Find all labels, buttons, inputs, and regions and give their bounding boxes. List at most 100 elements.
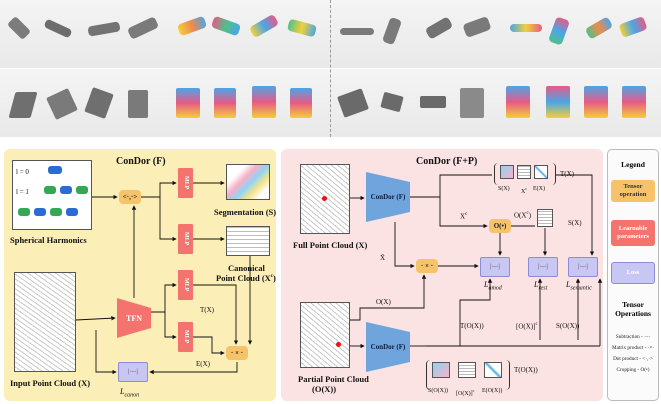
loss-rest-box: |·–·|	[528, 257, 558, 277]
bottom-oc-label: [O(X)]c	[456, 388, 474, 397]
embed-thumb-top	[534, 165, 548, 179]
legend-loss: Loss	[611, 262, 655, 284]
ox-c-sup: c	[535, 322, 538, 327]
loss-canon-letter: L	[120, 387, 125, 396]
chair-thumb	[128, 90, 148, 118]
chair-thumb	[460, 88, 484, 118]
xc-sup: c	[465, 212, 468, 217]
condor-fp-title: ConDor (F+P)	[416, 156, 478, 167]
inner-product-op: <·,·>	[119, 190, 141, 204]
bottom-outputs-group	[426, 360, 510, 390]
loss-canon-sub: canon	[124, 392, 140, 399]
s-x-label: S(X)	[568, 219, 582, 227]
canonical-label-text: Point Cloud (X	[216, 273, 271, 283]
plane-thumb	[340, 28, 374, 35]
s-ox-label: S(O(X))	[556, 322, 580, 330]
loss-semantic-sub: semantic	[570, 285, 592, 292]
partial-point-cloud-label-1: Partial Point Cloud	[298, 374, 369, 384]
plane-seg-thumb	[510, 24, 542, 32]
bottom-s-label: S(O(X))	[428, 388, 448, 394]
condor-block-partial: ConDor (F)	[366, 322, 410, 372]
mlp-embedding: MLP	[178, 322, 193, 352]
segmentation-label: Segmentation (S)	[214, 207, 277, 217]
canonical-label-line1: Canonical	[228, 263, 265, 273]
o-x-label: O(X)	[376, 298, 391, 306]
loss-rest-label: Lrest	[534, 280, 547, 292]
seg-thumb-top	[500, 165, 514, 179]
loss-rest-letter: L	[534, 280, 539, 289]
chair-seg-thumb	[252, 86, 276, 118]
o-xc-label: O(Xc)	[514, 211, 531, 219]
chair-seg-thumb	[214, 88, 236, 118]
chair-seg-thumb	[176, 88, 200, 118]
t-ox-label: T(O(X))	[460, 322, 484, 330]
segmentation-output	[226, 164, 270, 200]
loss-amod-box: |·–·|	[480, 257, 510, 277]
loss-amod-label: Lamod	[484, 280, 502, 292]
matrix-product-op-mid: · × ·	[416, 259, 438, 273]
legend-title: Legend	[621, 160, 645, 169]
top-outputs-group	[494, 163, 556, 185]
harmonic-plane-icon	[50, 208, 62, 216]
seg-thumb-bottom	[432, 362, 450, 378]
chair-thumb	[420, 96, 446, 108]
harmonic-plane-icon	[76, 186, 88, 194]
canon-thumb-top	[517, 165, 531, 179]
s-x-top-label: S(X)	[498, 186, 510, 192]
chair-seg-thumb	[546, 86, 570, 118]
canonical-label-sup: c	[270, 274, 274, 280]
matrix-product-op: · × ·	[226, 346, 248, 360]
partial-point-cloud-box	[300, 302, 350, 368]
loss-canon-label: Lcanon	[120, 387, 139, 399]
harmonics-l0-label: l = 0	[16, 168, 29, 176]
bottom-oc-text: [O(X)]	[456, 391, 473, 397]
legend-dot: Dot product - <·,·>	[613, 356, 653, 362]
e-x-top-label: E(X)	[533, 186, 545, 192]
harmonic-plane-icon	[18, 208, 30, 216]
chair-seg-thumb	[290, 88, 312, 118]
legend-cropping: Cropping - O(•)	[616, 367, 650, 373]
mlp-translation: MLP	[178, 270, 193, 300]
ox-c-label: [O(X)]c	[516, 322, 538, 330]
bottom-e-label: E(O(X))	[482, 388, 503, 394]
legend-matrix: Matrix product - ·×·	[612, 345, 654, 351]
loss-semantic-label: Lsemantic	[566, 280, 592, 292]
harmonic-plane-icon	[44, 186, 56, 194]
crop-center-dot	[336, 342, 341, 347]
canonical-label-close: )	[273, 273, 276, 283]
bottom-oc-sup: c	[472, 388, 475, 393]
canonical-output	[226, 226, 270, 256]
input-point-cloud-box	[14, 272, 76, 372]
harmonics-l1-label: l = 1	[16, 188, 29, 196]
t-x-top-label: T(X)	[560, 170, 574, 178]
bottom-t-label: T(O(X))	[514, 366, 538, 374]
results-divider	[330, 0, 331, 137]
harmonic-plane-icon	[48, 166, 62, 174]
canon-thumb-bottom	[458, 362, 476, 378]
chair-seg-thumb	[622, 86, 646, 118]
loss-amod-sub: amod	[488, 285, 502, 292]
o-xc-text: O(X	[514, 211, 527, 220]
ox-c-text: [O(X)]	[516, 322, 536, 331]
canonical-label-line2: Point Cloud (Xc)	[216, 273, 276, 283]
loss-semantic-box: |·–·|	[568, 257, 598, 277]
o-xc-thumb	[537, 209, 553, 227]
chair-seg-thumb	[584, 86, 608, 118]
chair-seg-thumb	[506, 86, 530, 118]
condor-f-title: ConDor (F)	[116, 156, 166, 167]
legend-tensor-op: Tensor operation	[611, 180, 655, 202]
loss-rest-sub: rest	[538, 285, 548, 292]
mlp-segmentation: MLP	[178, 168, 193, 198]
xc-top-label: Xc	[521, 186, 527, 195]
o-xc-close: )	[528, 211, 532, 220]
embed-thumb-bottom	[484, 362, 502, 378]
loss-semantic-letter: L	[566, 280, 571, 289]
harmonic-plane-icon	[60, 186, 72, 194]
crop-center-dot	[322, 196, 327, 201]
harmonic-plane-icon	[34, 208, 46, 216]
legend-learnable: Learnable parameters	[611, 220, 655, 246]
xc-top-sup: c	[525, 186, 528, 191]
o-xc-sup: c	[526, 211, 529, 216]
harmonics-label: Spherical Harmonics	[10, 235, 87, 245]
e-x-label: E(X)	[196, 360, 210, 368]
